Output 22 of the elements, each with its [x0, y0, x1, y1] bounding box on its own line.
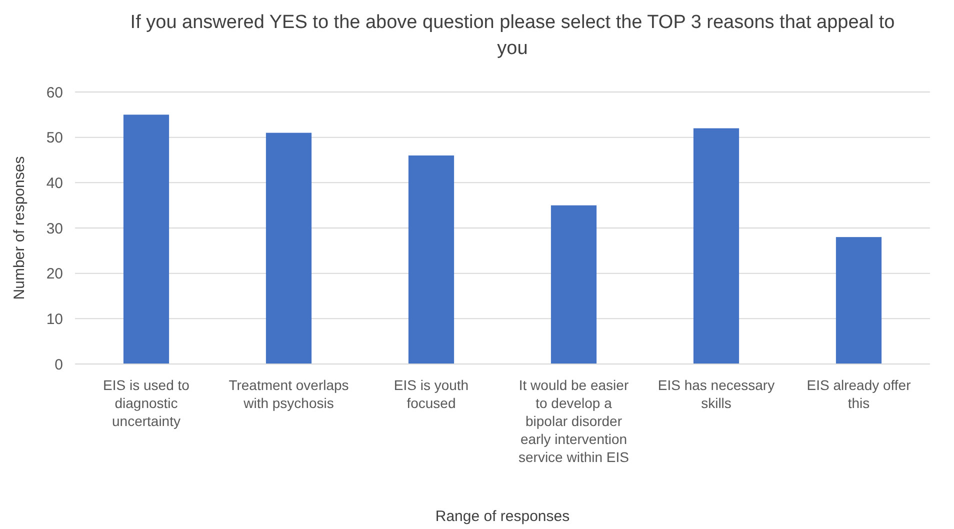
bar	[266, 132, 312, 364]
y-tick-label: 0	[54, 356, 63, 374]
y-tick-label: 30	[46, 220, 63, 238]
x-tick-label: EIS already offer this	[806, 377, 912, 411]
x-tick-label: EIS has necessary skills	[658, 377, 775, 411]
y-tick-label: 20	[46, 266, 63, 283]
bar	[408, 155, 454, 364]
bar	[550, 205, 597, 364]
y-tick-label: 60	[46, 84, 63, 102]
y-axis-title: Number of responses	[11, 156, 28, 300]
bar	[123, 114, 170, 364]
chart-title: If you answered YES to the above question please select the TOP 3 reasons that appeal to you	[130, 12, 895, 59]
y-tick-label: 10	[46, 310, 63, 328]
y-tick-label: 50	[46, 130, 63, 147]
x-tick-label: EIS is youth focused	[394, 377, 469, 411]
x-axis-title: Range of responses	[435, 508, 570, 525]
bar	[693, 128, 740, 364]
x-tick-label: EIS is used to diagnostic uncertainty	[103, 377, 190, 429]
bar	[836, 237, 882, 364]
x-tick-label: Treatment overlaps with psychosis	[228, 377, 349, 411]
x-tick-label: It would be easier to develop a bipolar disorder early intervention service within EIS	[518, 377, 629, 465]
y-tick-label: 40	[46, 174, 63, 192]
